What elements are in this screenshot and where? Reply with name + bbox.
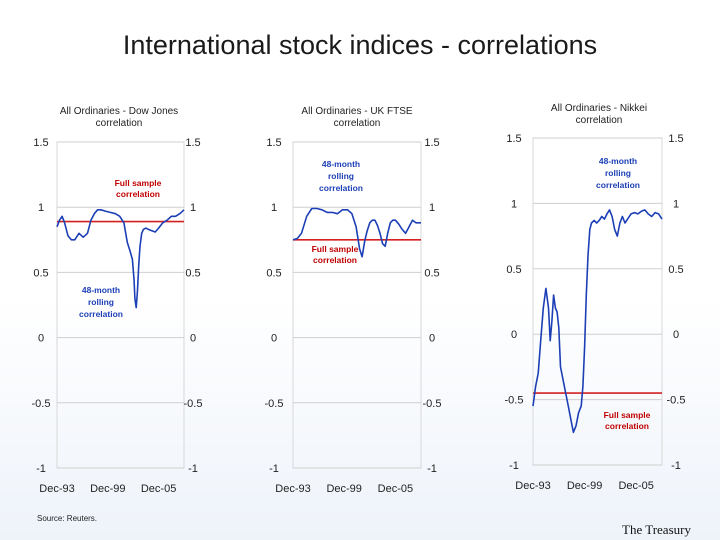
- chart-3-rolling-label: rolling: [605, 168, 631, 178]
- chart-1-title-line-1: All Ordinaries - Dow Jones: [60, 106, 178, 117]
- chart-2-xtick: Dec-93: [275, 483, 310, 495]
- chart-3-ytick-left: -1: [509, 460, 519, 472]
- chart-2-ytick-left: -0.5: [265, 398, 284, 410]
- chart-2-ytick-right: 1: [429, 202, 435, 214]
- chart-2-rolling-label: correlation: [319, 183, 363, 193]
- chart-2-title-line-1: All Ordinaries - UK FTSE: [301, 106, 412, 117]
- chart-2-xtick: Dec-05: [378, 483, 413, 495]
- chart-3-rolling-label: correlation: [596, 180, 640, 190]
- chart-1-full-sample-label: correlation: [116, 189, 160, 199]
- chart-2-ytick-right: 0: [429, 333, 435, 345]
- chart-1-ytick-right: 0.5: [185, 267, 200, 279]
- chart-3-ytick-left: 1.5: [506, 133, 521, 145]
- brand-label: The Treasury: [622, 522, 691, 537]
- chart-2-ytick-right: -1: [427, 463, 437, 475]
- chart-2-ytick-left: 0.5: [266, 267, 281, 279]
- chart-1-xtick: Dec-99: [90, 483, 125, 495]
- chart-3-rolling-label: 48-month: [599, 156, 637, 166]
- chart-1-rolling-line: [56, 209, 185, 309]
- chart-3-ytick-left: -0.5: [505, 395, 524, 407]
- chart-3-ytick-right: 1: [673, 198, 679, 210]
- chart-3-xtick: Dec-93: [515, 480, 550, 492]
- chart-1-ytick-left: 1: [38, 202, 44, 214]
- slide-title: International stock indices - correlatio…: [122, 30, 598, 60]
- chart-1-xtick: Dec-05: [141, 483, 176, 495]
- chart-2-ytick-left: 1.5: [266, 137, 281, 149]
- source-note: Source: Reuters.: [37, 514, 98, 523]
- chart-1-ytick-right: -1: [188, 463, 198, 475]
- chart-3-full-sample-label: Full sample: [604, 410, 651, 420]
- chart-1-xtick: Dec-93: [39, 483, 74, 495]
- chart-3-title-line-1: All Ordinaries - Nikkei: [551, 103, 647, 114]
- chart-1-ytick-left: 0: [38, 333, 44, 345]
- chart-2-full-sample-label: correlation: [313, 255, 357, 265]
- chart-2-title-line-2: correlation: [334, 118, 381, 129]
- chart-1-full-sample-label: Full sample: [115, 178, 162, 188]
- chart-2-ytick-right: 1.5: [424, 137, 439, 149]
- chart-2-xtick: Dec-99: [326, 483, 361, 495]
- chart-2-rolling-label: 48-month: [322, 159, 360, 169]
- chart-1-rolling-label: 48-month: [82, 285, 120, 295]
- chart-3-rolling-line: [532, 209, 663, 434]
- chart-1-ytick-right: -0.5: [184, 398, 203, 410]
- chart-2-rolling-label: rolling: [328, 171, 354, 181]
- chart-3-full-sample-label: correlation: [605, 421, 649, 431]
- chart-3-xtick: Dec-99: [567, 480, 602, 492]
- chart-2-ytick-left: 0: [271, 333, 277, 345]
- chart-1-ytick-left: 0.5: [33, 267, 48, 279]
- chart-3-ytick-right: 0: [673, 329, 679, 341]
- chart-1-ytick-right: 0: [190, 333, 196, 345]
- chart-1-rolling-label: correlation: [79, 309, 123, 319]
- chart-2-full-sample-label: Full sample: [312, 244, 359, 254]
- chart-1-ytick-left: -1: [36, 463, 46, 475]
- chart-2-ytick-left: -1: [269, 463, 279, 475]
- chart-3-ytick-right: -0.5: [667, 395, 686, 407]
- chart-1-ytick-right: 1.5: [185, 137, 200, 149]
- chart-2-rolling-line: [292, 207, 421, 258]
- chart-3-title-line-2: correlation: [576, 115, 623, 126]
- chart-3-ytick-left: 1: [511, 198, 517, 210]
- chart-3-ytick-right: 1.5: [668, 133, 683, 145]
- chart-1-ytick-right: 1: [190, 202, 196, 214]
- chart-3-ytick-left: 0: [511, 329, 517, 341]
- chart-2-ytick-left: 1: [271, 202, 277, 214]
- chart-1-title-line-2: correlation: [96, 118, 143, 129]
- chart-3-xtick: Dec-05: [618, 480, 653, 492]
- chart-2-ytick-right: -0.5: [423, 398, 442, 410]
- chart-1-ytick-left: 1.5: [33, 137, 48, 149]
- chart-1-ytick-left: -0.5: [32, 398, 51, 410]
- chart-2-ytick-right: 0.5: [424, 267, 439, 279]
- chart-3-ytick-right: -1: [671, 460, 681, 472]
- chart-1-rolling-label: rolling: [88, 297, 114, 307]
- chart-3-ytick-left: 0.5: [506, 264, 521, 276]
- chart-3-ytick-right: 0.5: [668, 264, 683, 276]
